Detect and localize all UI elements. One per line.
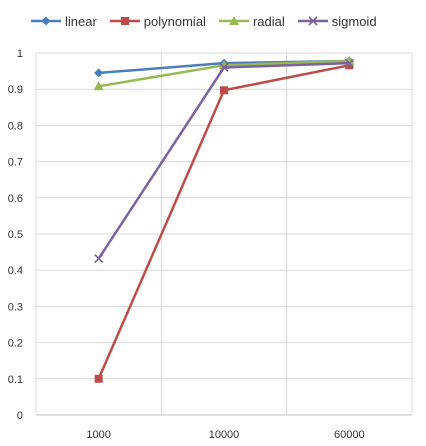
data-point-sigmoid [219, 62, 229, 73]
legend-label: polynomial [143, 13, 206, 29]
y-tick-label: 0.5 [8, 229, 23, 241]
series-polynomial [94, 61, 354, 383]
y-tick-label: 0.3 [8, 301, 23, 313]
data-point-sigmoid [94, 254, 104, 264]
y-tick-label: 0.2 [8, 338, 23, 350]
series-line-polynomial [97, 64, 350, 380]
legend-marker [228, 16, 239, 25]
y-tick-label: 0.6 [8, 193, 23, 205]
legend-marker [120, 17, 129, 25]
legend-swatch [31, 16, 61, 26]
legend-swatch [109, 17, 140, 25]
legend: linear polynomial radial sigmoid [30, 11, 389, 31]
data-point-polynomial [94, 374, 103, 383]
data-point-sigmoid [344, 58, 354, 68]
y-tick-label: 0.9 [8, 84, 23, 96]
legend-marker [308, 16, 318, 26]
y-tick-label: 0.7 [8, 157, 23, 169]
legend-item-radial: radial [218, 14, 285, 29]
legend-item-polynomial: polynomial [109, 14, 206, 29]
legend-label: radial [252, 13, 285, 29]
data-point-linear [94, 68, 104, 78]
series-sigmoid [94, 58, 354, 264]
legend-swatch [218, 16, 249, 25]
data-point-radial [93, 81, 104, 91]
x-tick-label: 60000 [334, 429, 365, 441]
y-tick-label: 0.1 [8, 374, 23, 386]
legend-label: sigmoid [331, 13, 377, 29]
data-point-polynomial [220, 86, 228, 95]
legend-marker [41, 16, 51, 26]
x-tick-label: 1000 [86, 429, 110, 441]
legend-swatch [297, 16, 328, 26]
x-tick-label: 10000 [209, 429, 240, 441]
y-tick-label: 0 [17, 410, 23, 422]
y-tick-label: 1 [17, 48, 23, 60]
y-tick-label: 0.4 [8, 265, 23, 277]
series-radial [93, 55, 355, 91]
legend-label: linear [65, 13, 97, 29]
data-point-polynomial [345, 61, 354, 70]
legend-item-sigmoid: sigmoid [297, 14, 377, 29]
legend-item-linear: linear [30, 14, 97, 29]
y-tick-label: 0.8 [8, 120, 23, 132]
